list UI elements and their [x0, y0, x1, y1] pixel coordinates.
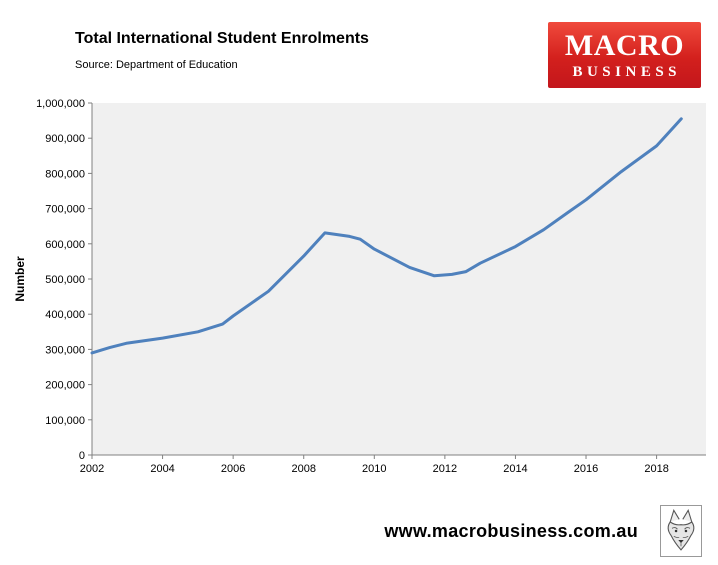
wolf-sketch-icon: [667, 508, 695, 551]
y-tick-label: 1,000,000: [36, 98, 85, 110]
x-tick-label: 2018: [644, 463, 668, 475]
chart-svg: 0 100,000 200,000 300,000 400,000 500,000 600,…: [13, 98, 706, 475]
chart-header: Total International Student Enrolments S…: [75, 30, 369, 71]
y-axis-title: Number: [13, 256, 27, 302]
website-url: www.macrobusiness.com.au: [384, 520, 638, 541]
x-tick-label: 2014: [503, 463, 527, 475]
chart-title: Total International Student Enrolments: [75, 30, 369, 47]
y-tick-label: 0: [79, 450, 85, 462]
line-chart: 0 100,000 200,000 300,000 400,000 500,000 600,…: [0, 92, 718, 484]
macrobusiness-logo: MACRO BUSINESS: [548, 22, 701, 88]
data-line: [90, 117, 683, 355]
wolf-logo-icon: [660, 505, 702, 557]
logo-text-business: BUSINESS: [572, 63, 682, 80]
y-tick-label: 300,000: [45, 344, 85, 356]
y-tick-label: 600,000: [45, 239, 85, 251]
x-tick-label: 2016: [574, 463, 598, 475]
y-tick-label: 400,000: [45, 309, 85, 321]
y-axis: 0 100,000 200,000 300,000 400,000 500,000 600,…: [36, 98, 92, 462]
y-tick-label: 200,000: [45, 380, 85, 392]
y-tick-label: 800,000: [45, 168, 85, 180]
x-tick-label: 2008: [291, 463, 315, 475]
x-tick-label: 2010: [362, 463, 386, 475]
y-tick-label: 900,000: [45, 133, 85, 145]
logo-text-macro: MACRO: [564, 28, 685, 62]
x-tick-label: 2002: [80, 463, 104, 475]
y-tick-label: 500,000: [45, 274, 85, 286]
x-axis: 2002 2004 2006 2008 2010 2012 2014 2016 2018: [80, 455, 669, 475]
plot-area: [92, 103, 706, 455]
y-tick-label: 100,000: [45, 415, 85, 427]
x-tick-label: 2004: [150, 463, 174, 475]
x-tick-label: 2012: [433, 463, 457, 475]
footer: www.macrobusiness.com.au: [384, 505, 702, 557]
y-tick-label: 700,000: [45, 204, 85, 216]
x-tick-label: 2006: [221, 463, 245, 475]
chart-source: Source: Department of Education: [75, 59, 238, 71]
